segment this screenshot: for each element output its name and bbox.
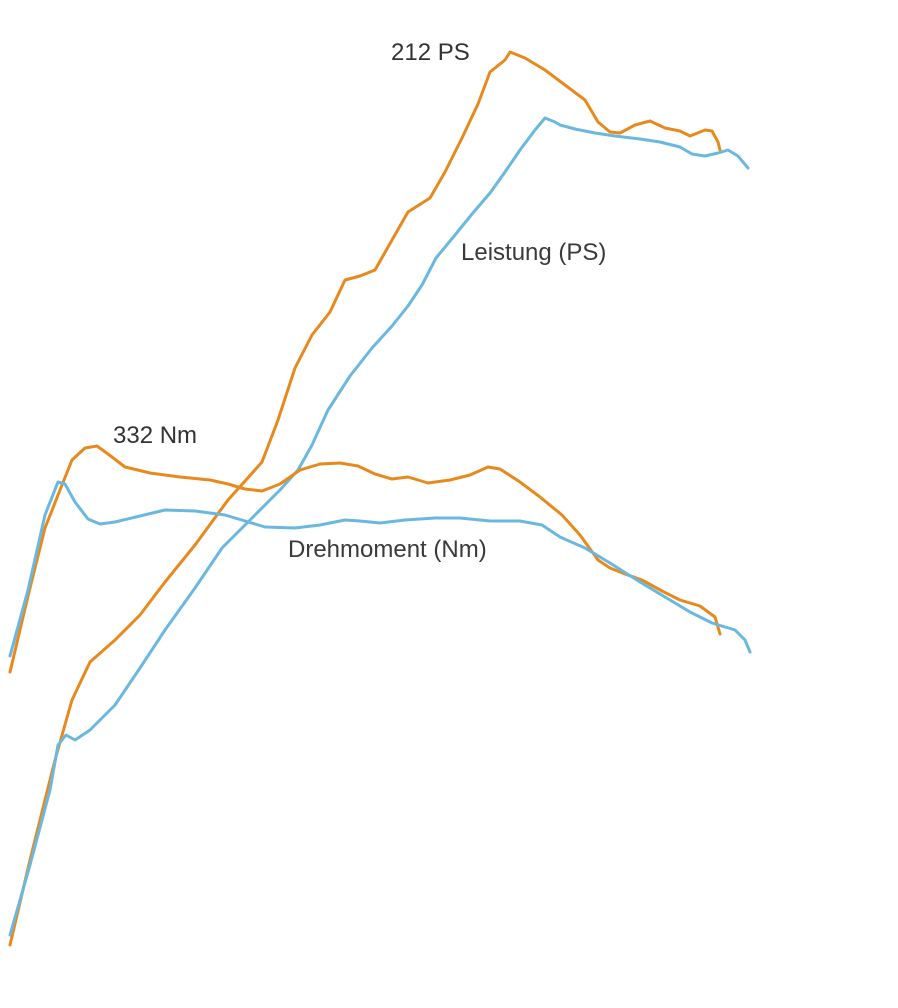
torque-curve-orange [8,444,722,674]
power-series-label: Leistung (PS) [461,239,606,266]
power-curve-orange [8,50,722,947]
torque-series-label: Drehmoment (Nm) [288,536,487,563]
power-curve-blue [8,116,750,937]
power-curves [8,50,750,947]
torque-curves [8,444,752,674]
torque-curve-blue [8,480,752,658]
chart-annotations: 212 PS 332 Nm Leistung (PS) Drehmoment (… [113,39,606,563]
power-peak-label: 212 PS [391,39,470,66]
torque-peak-label: 332 Nm [113,422,197,449]
